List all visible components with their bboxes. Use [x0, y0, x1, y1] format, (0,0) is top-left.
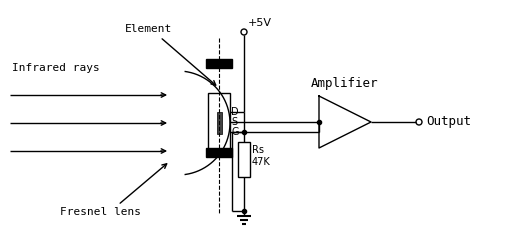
Text: Fresnel lens: Fresnel lens: [59, 207, 141, 217]
Bar: [238, 142, 250, 177]
Text: G: G: [231, 127, 239, 137]
Text: Element: Element: [124, 24, 172, 34]
Bar: [206, 59, 232, 68]
Text: Infrared rays: Infrared rays: [12, 63, 100, 73]
Text: Output: Output: [426, 116, 471, 128]
Text: D: D: [231, 107, 239, 117]
Text: 47K: 47K: [252, 157, 271, 167]
Bar: [208, 93, 230, 153]
Bar: [206, 148, 232, 157]
Text: Amplifier: Amplifier: [311, 78, 379, 90]
Text: +5V: +5V: [248, 18, 272, 28]
Bar: [217, 112, 222, 134]
Text: S: S: [231, 117, 237, 127]
Text: Rs: Rs: [252, 145, 264, 155]
